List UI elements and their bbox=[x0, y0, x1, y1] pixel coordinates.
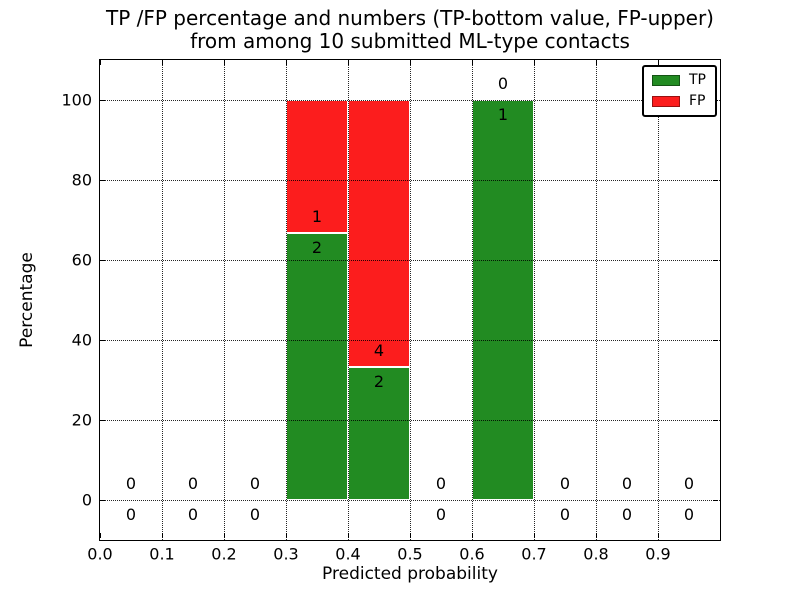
x-tick-label-0.5: 0.5 bbox=[397, 544, 423, 564]
tick-top-0.0 bbox=[99, 60, 101, 65]
bar-label-fp-0.8500000000000001: 0 bbox=[621, 474, 633, 493]
gridline-x-0.4 bbox=[348, 60, 349, 540]
x-tick-label-0.6: 0.6 bbox=[459, 544, 485, 564]
tick-bottom-0.0 bbox=[99, 533, 101, 538]
tick-left-0 bbox=[100, 499, 105, 501]
x-tick-label-0.9: 0.9 bbox=[645, 544, 671, 564]
bar-label-tp-0.75: 0 bbox=[559, 505, 571, 524]
chart-title-line2: from among 10 submitted ML-type contacts bbox=[190, 29, 630, 53]
bar-label-tp-0.25: 0 bbox=[249, 505, 261, 524]
bar-label-tp-0.15000000000000002: 0 bbox=[187, 505, 199, 524]
tick-bottom-0.7 bbox=[533, 533, 535, 538]
tick-bottom-0.9 bbox=[657, 533, 659, 538]
bar-label-fp-0.55: 0 bbox=[435, 474, 447, 493]
tick-top-0.7 bbox=[533, 60, 535, 65]
tick-left-80 bbox=[100, 179, 105, 181]
bar-label-fp-0.95: 0 bbox=[683, 474, 695, 493]
bar-label-fp-0.45: 4 bbox=[373, 340, 385, 360]
tick-bottom-0.3 bbox=[285, 533, 287, 538]
chart-title-line1: TP /FP percentage and numbers (TP-bottom… bbox=[106, 6, 714, 30]
tick-bottom-0.1 bbox=[161, 533, 163, 538]
x-tick-label-0.0: 0.0 bbox=[87, 544, 113, 564]
bar-label-tp-0.6499999999999999: 1 bbox=[497, 105, 509, 124]
legend-row-fp: FP bbox=[652, 94, 706, 108]
tick-bottom-0.6 bbox=[471, 533, 473, 538]
tick-left-20 bbox=[100, 419, 105, 421]
x-tick-label-0.7: 0.7 bbox=[521, 544, 547, 564]
tick-bottom-0.4 bbox=[347, 533, 349, 538]
bar-tp-0.6499999999999999 bbox=[472, 100, 534, 500]
bar-label-tp-0.35: 2 bbox=[311, 238, 323, 258]
tick-top-0.1 bbox=[161, 60, 163, 65]
bar-tp-0.35 bbox=[286, 233, 348, 500]
bar-label-fp-0.05: 0 bbox=[125, 474, 137, 493]
gridline-x-0.6 bbox=[472, 60, 473, 540]
legend-swatch-tp bbox=[652, 74, 680, 86]
bar-label-tp-0.95: 0 bbox=[683, 505, 695, 524]
tick-bottom-0.5 bbox=[409, 533, 411, 538]
tick-left-60 bbox=[100, 259, 105, 261]
chart-title: TP /FP percentage and numbers (TP-bottom… bbox=[100, 7, 720, 53]
tick-right-40 bbox=[713, 339, 718, 341]
bar-label-fp-0.25: 0 bbox=[249, 474, 261, 493]
legend-label-tp: TP bbox=[689, 72, 706, 88]
tick-right-80 bbox=[713, 179, 718, 181]
bar-fp-0.35 bbox=[286, 100, 348, 234]
tick-left-100 bbox=[100, 99, 105, 101]
gridline-x-0.8 bbox=[596, 60, 597, 540]
y-tick-label-80: 80 bbox=[71, 170, 92, 190]
gridline-x-0.3 bbox=[286, 60, 287, 540]
y-axis-label: Percentage bbox=[17, 252, 37, 348]
tick-top-0.9 bbox=[657, 60, 659, 65]
y-tick-label-60: 60 bbox=[71, 250, 92, 270]
plot-area: TP FP 0 0 0 0 0 0 1 2 4 2 0 0 0 1 0 0 0 0 0 0 bbox=[99, 59, 721, 541]
y-tick-label-20: 20 bbox=[71, 410, 92, 430]
tick-top-0.4 bbox=[347, 60, 349, 65]
legend-row-tp: TP bbox=[652, 73, 706, 87]
x-tick-label-0.1: 0.1 bbox=[149, 544, 175, 564]
legend-label-fp: FP bbox=[689, 93, 706, 109]
x-tick-label-0.2: 0.2 bbox=[211, 544, 237, 564]
tick-top-0.6 bbox=[471, 60, 473, 65]
bar-fp-0.45 bbox=[348, 100, 410, 367]
legend-swatch-fp bbox=[652, 95, 680, 107]
tick-right-20 bbox=[713, 419, 718, 421]
tick-top-0.2 bbox=[223, 60, 225, 65]
tick-bottom-0.2 bbox=[223, 533, 225, 538]
bar-label-fp-0.35: 1 bbox=[311, 207, 323, 227]
tick-left-40 bbox=[100, 339, 105, 341]
bar-label-tp-0.45: 2 bbox=[373, 371, 385, 391]
gridline-x-0.9 bbox=[658, 60, 659, 540]
y-tick-label-40: 40 bbox=[71, 330, 92, 350]
bar-label-fp-0.6499999999999999: 0 bbox=[497, 74, 509, 93]
bar-label-tp-0.55: 0 bbox=[435, 505, 447, 524]
gridline-x-0.1 bbox=[162, 60, 163, 540]
bar-label-fp-0.75: 0 bbox=[559, 474, 571, 493]
legend: TP FP bbox=[642, 65, 717, 117]
x-tick-label-0.8: 0.8 bbox=[583, 544, 609, 564]
tick-bottom-0.8 bbox=[595, 533, 597, 538]
x-tick-label-0.4: 0.4 bbox=[335, 544, 361, 564]
tick-top-0.5 bbox=[409, 60, 411, 65]
bar-label-tp-0.8500000000000001: 0 bbox=[621, 505, 633, 524]
gridline-x-0.2 bbox=[224, 60, 225, 540]
tick-right-60 bbox=[713, 259, 718, 261]
x-axis-label: Predicted probability bbox=[322, 564, 498, 584]
bar-label-tp-0.05: 0 bbox=[125, 505, 137, 524]
x-tick-label-0.3: 0.3 bbox=[273, 544, 299, 564]
gridline-x-0.7 bbox=[534, 60, 535, 540]
gridline-x-0.5 bbox=[410, 60, 411, 540]
bar-label-fp-0.15000000000000002: 0 bbox=[187, 474, 199, 493]
tick-right-0 bbox=[713, 499, 718, 501]
tick-top-0.8 bbox=[595, 60, 597, 65]
tick-top-0.3 bbox=[285, 60, 287, 65]
y-tick-label-0: 0 bbox=[81, 490, 92, 510]
y-tick-label-100: 100 bbox=[61, 90, 92, 110]
